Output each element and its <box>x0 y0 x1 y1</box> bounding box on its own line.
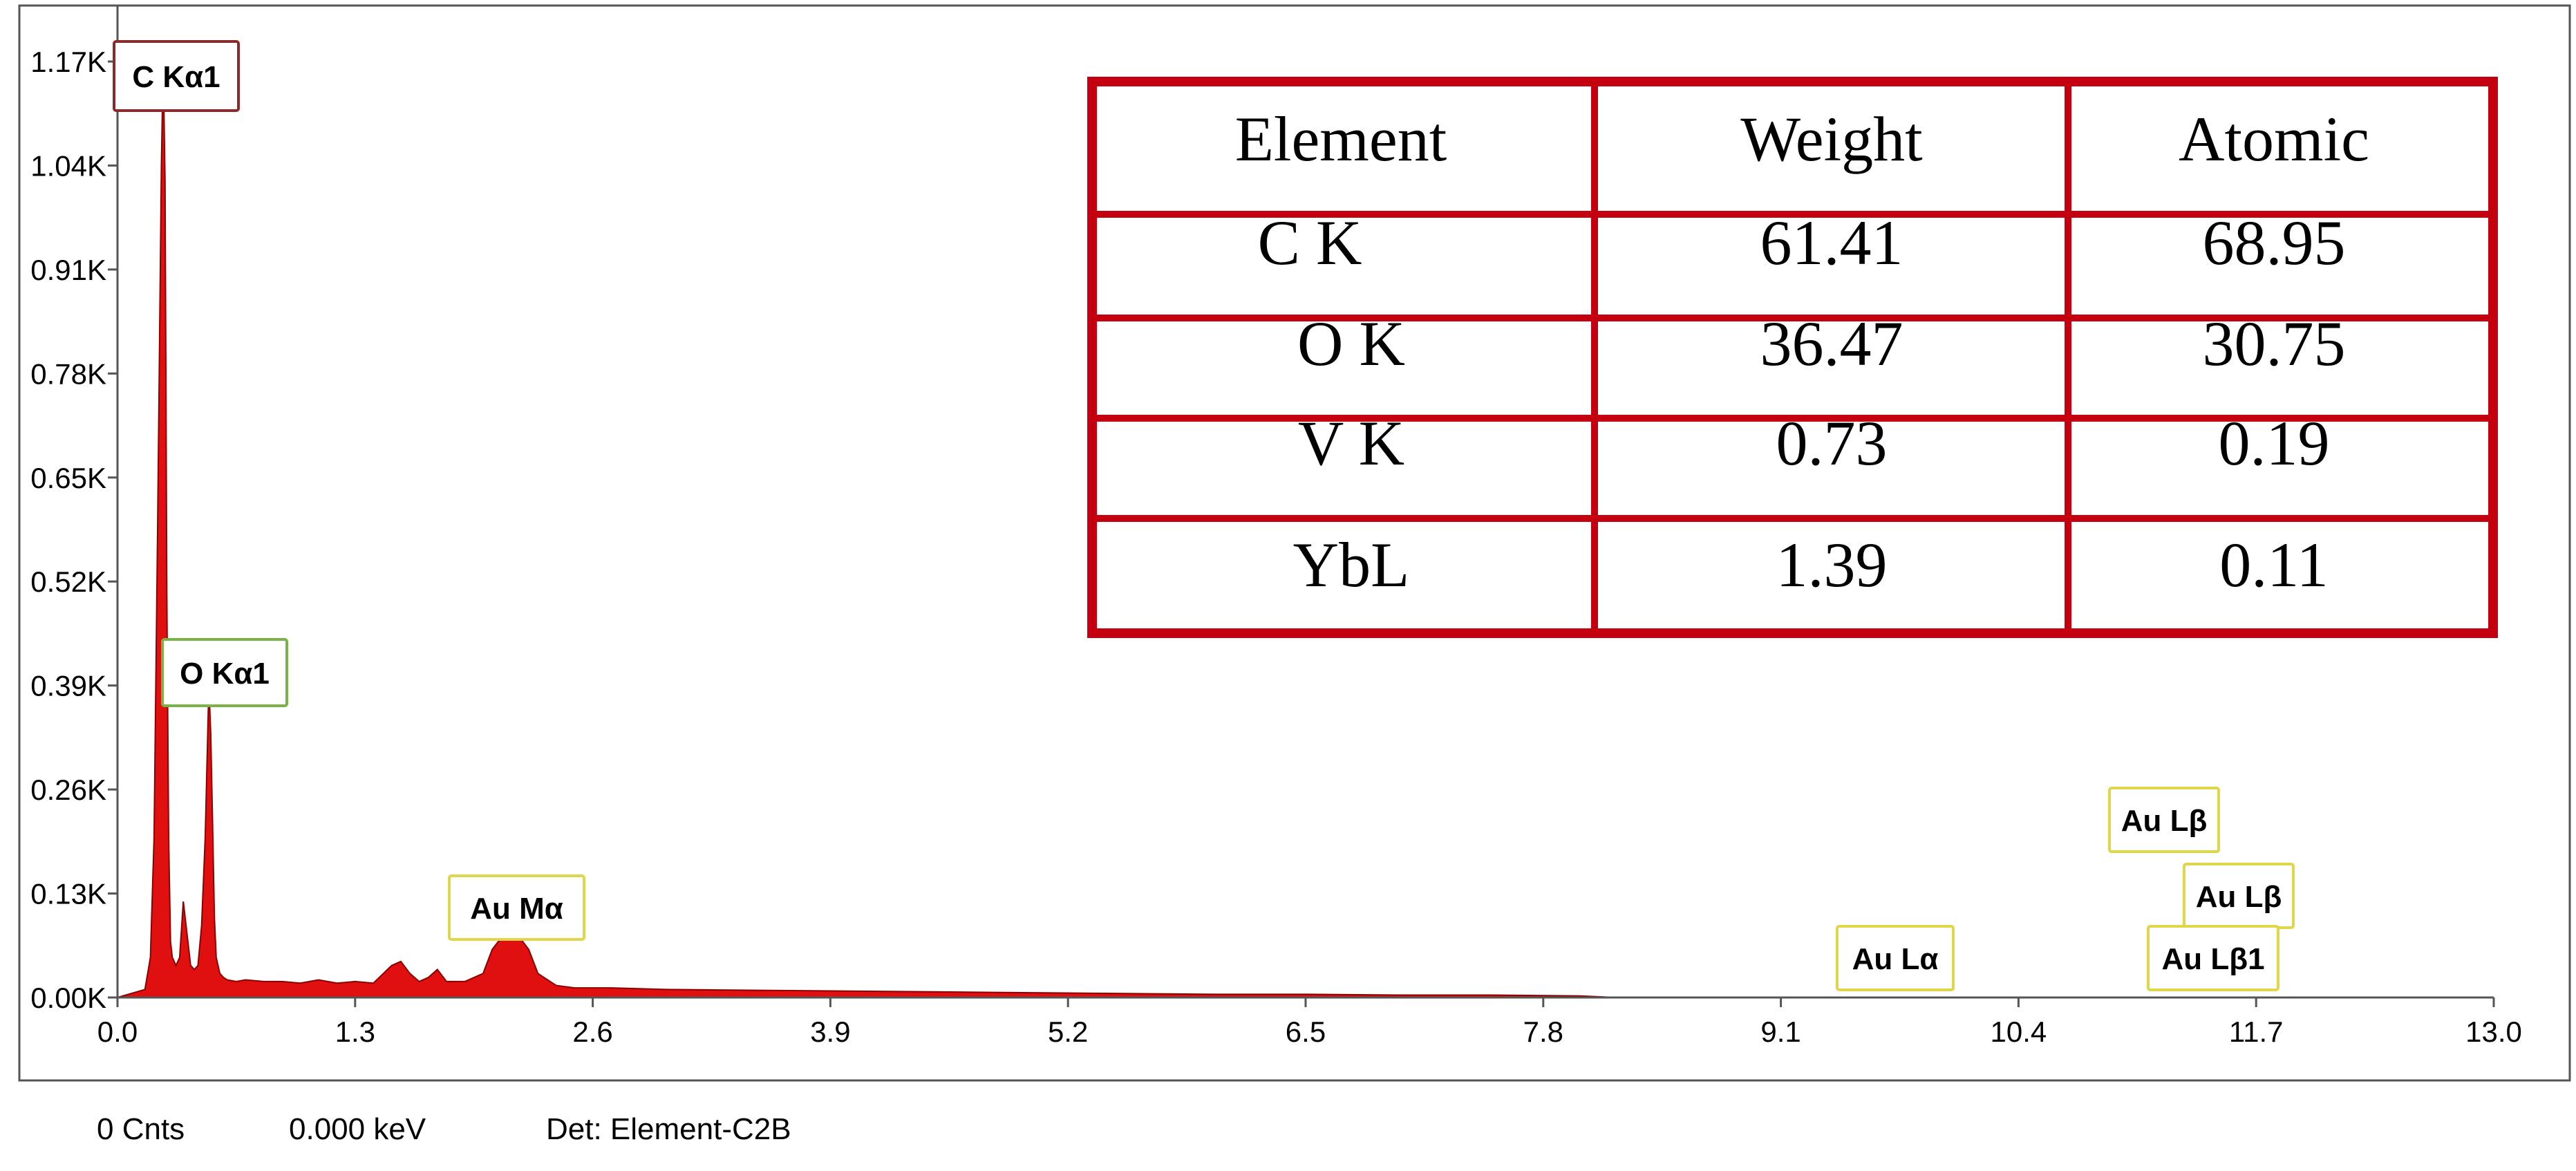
status-counts: 0 Cnts <box>97 1112 185 1146</box>
status-energy: 0.000 keV <box>289 1112 426 1146</box>
peak-label: Au Lβ1 <box>2147 925 2279 991</box>
row-element: V K <box>1298 408 1404 478</box>
row-atomic: 30.75 <box>2203 308 2346 379</box>
composition-table: Element Weight Atomic C K 61.41 68.95 O … <box>1087 77 2498 638</box>
peak-label-box <box>161 638 288 707</box>
x-tick-label: 3.9 <box>810 1015 850 1048</box>
peak-label: Au Lβ <box>2108 787 2220 853</box>
x-tick-label: 5.2 <box>1048 1015 1088 1048</box>
status-detector: Det: Element-C2B <box>546 1112 791 1146</box>
x-axis: 0.0 1.3 2.6 3.9 5.2 6.5 7.8 9.1 10.4 11.7 13.0 <box>97 996 2522 1048</box>
peak-label-box <box>2147 925 2279 991</box>
peak-label-text: Au Lβ <box>2196 880 2282 914</box>
peak-label-box <box>113 40 240 112</box>
y-tick-label: 1.04K <box>30 149 106 182</box>
y-tick-label: 0.39K <box>30 670 106 702</box>
y-tick-label: 0.13K <box>30 878 106 910</box>
peak-label-text: Au Mα <box>470 892 563 926</box>
peak-label-box <box>1836 925 1955 991</box>
peak-label: Au Lα <box>1836 925 1955 991</box>
x-tick-label: 13.0 <box>2465 1015 2522 1048</box>
row-atomic: 68.95 <box>2203 207 2346 278</box>
y-tick-label: 0.26K <box>30 774 106 806</box>
peak-label-text: Au Lβ <box>2121 804 2208 838</box>
peak-labels: C Kα1 O Kα1 Au Mα Au Lα Au Lβ Au Lβ Au Lβ1 <box>113 40 2295 991</box>
header-atomic: Atomic <box>2179 104 2369 174</box>
y-tick-label: 0.78K <box>30 357 106 390</box>
peak-label: Au Lβ <box>2183 863 2295 929</box>
row-weight: 36.47 <box>1760 308 1903 379</box>
x-tick-label: 0.0 <box>97 1015 138 1048</box>
peak-label-text: C Kα1 <box>132 60 220 94</box>
peak-label-text: Au Lα <box>1852 942 1939 976</box>
peak-label-text: O Kα1 <box>180 657 270 691</box>
peak-label-text: Au Lβ1 <box>2161 942 2264 976</box>
x-tick-label: 1.3 <box>335 1015 375 1048</box>
y-tick-label: 0.52K <box>30 565 106 598</box>
row-weight: 1.39 <box>1776 530 1888 600</box>
plot-area <box>117 61 1617 998</box>
y-tick-label: 0.91K <box>30 254 106 286</box>
row-weight: 0.73 <box>1776 408 1888 478</box>
header-element: Element <box>1235 104 1447 174</box>
peak-label: O Kα1 <box>161 638 288 707</box>
x-tick-label: 2.6 <box>572 1015 612 1048</box>
x-tick-label: 6.5 <box>1286 1015 1326 1048</box>
x-tick-label: 10.4 <box>1991 1015 2047 1048</box>
row-weight: 61.41 <box>1760 207 1903 278</box>
composition-table-border <box>1087 77 2498 638</box>
spectrum-area <box>117 61 1617 998</box>
y-tick-label: 0.00K <box>30 982 106 1014</box>
y-axis: 0.00K 0.13K 0.26K 0.39K 0.52K 0.65K 0.78K 0.91K… <box>30 6 119 1014</box>
peak-label: C Kα1 <box>113 40 240 112</box>
peak-label-box <box>448 874 585 941</box>
header-weight: Weight <box>1740 104 1923 174</box>
x-tick-label: 7.8 <box>1523 1015 1563 1048</box>
peak-label-box <box>2108 787 2220 853</box>
x-tick-label: 11.7 <box>2229 1015 2284 1048</box>
y-tick-label: 1.17K <box>30 46 106 78</box>
row-atomic: 0.11 <box>2219 530 2329 600</box>
y-tick-label: 0.65K <box>30 462 106 494</box>
row-element: O K <box>1297 308 1405 379</box>
row-element: YbL <box>1293 530 1410 600</box>
peak-label: Au Mα <box>448 874 585 941</box>
x-tick-label: 9.1 <box>1760 1015 1801 1048</box>
row-element: C K <box>1258 207 1362 278</box>
row-atomic: 0.19 <box>2219 408 2330 478</box>
